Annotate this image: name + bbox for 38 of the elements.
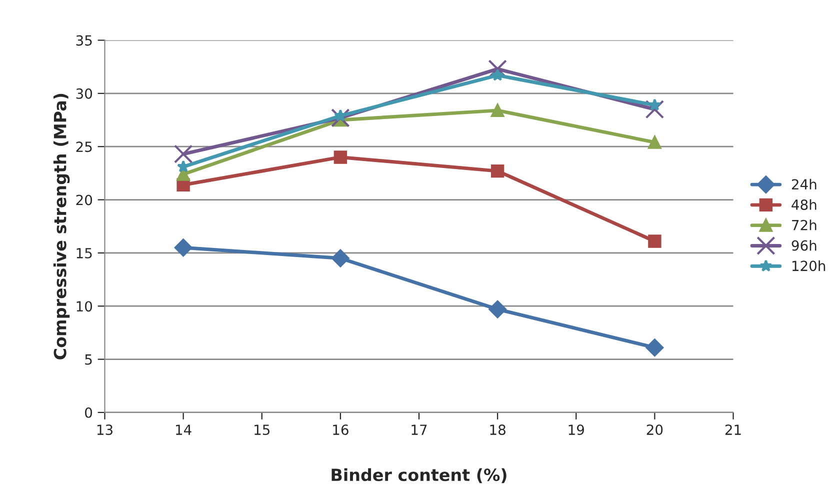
point — [332, 249, 350, 268]
legend-label: 96h — [792, 240, 816, 251]
point — [174, 144, 193, 164]
y-axis-title: Compressive strength (MPa) — [53, 94, 70, 360]
point — [646, 338, 664, 356]
point — [174, 238, 192, 257]
x-tick-label: 13 — [97, 424, 112, 436]
x-tick-label: 15 — [254, 424, 270, 436]
x-tick-label: 14 — [176, 424, 192, 435]
point — [491, 68, 504, 81]
legend-label: 24h — [792, 178, 816, 190]
point — [645, 100, 664, 119]
y-tick-label: 20 — [76, 194, 92, 206]
x-tick-label: 18 — [490, 424, 506, 436]
legend-label: 48h — [792, 199, 816, 210]
point — [648, 136, 662, 149]
x-tick-label: 20 — [646, 424, 663, 436]
x-tick-label: 19 — [568, 424, 584, 436]
point — [648, 98, 662, 111]
y-tick-label: 15 — [76, 248, 92, 258]
point — [490, 104, 504, 118]
y-tick-label: 35 — [76, 35, 92, 46]
point — [334, 150, 348, 164]
y-tick-label: 10 — [76, 301, 92, 312]
x-tick-label: 21 — [725, 424, 741, 435]
y-tick-label: 30 — [76, 88, 92, 99]
y-tick-label: 25 — [76, 142, 92, 152]
x-tick-label: 16 — [333, 424, 348, 436]
x-tick-label: 17 — [412, 424, 427, 435]
legend-label: 120h — [792, 260, 826, 272]
point — [488, 300, 506, 318]
legend-label: 72h — [792, 220, 816, 230]
x-axis-title: Binder content (%) — [332, 468, 506, 484]
point — [331, 108, 350, 128]
y-tick-label: 5 — [85, 354, 92, 365]
point — [648, 234, 662, 248]
y-tick-label: 0 — [85, 407, 92, 418]
point — [490, 164, 504, 178]
